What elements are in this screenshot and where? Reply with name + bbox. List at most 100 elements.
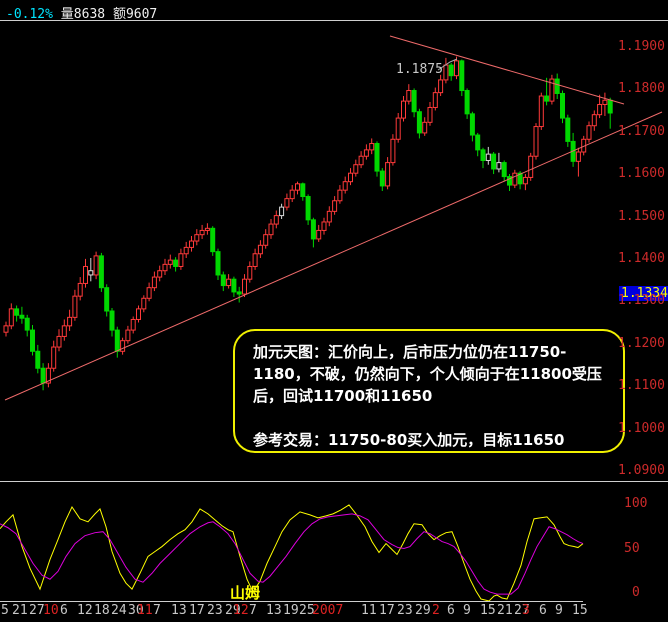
- date-axis-label: 21: [497, 603, 513, 618]
- price-axis-label: 1.1300: [618, 293, 665, 308]
- candle-body: [215, 251, 221, 276]
- candle-body: [501, 162, 507, 178]
- candle-body: [83, 265, 88, 284]
- oscillator-zero-line: [0, 601, 583, 602]
- candle-body: [591, 114, 597, 127]
- candle-body: [544, 95, 550, 102]
- candle-body: [310, 219, 316, 240]
- price-axis-label: 1.1400: [618, 251, 665, 266]
- candle-body: [194, 234, 200, 242]
- candle-body: [565, 117, 571, 142]
- candle-body: [321, 221, 327, 231]
- candle-body: [136, 308, 141, 320]
- date-axis-label: 13: [266, 603, 282, 618]
- candle-body: [316, 229, 322, 240]
- date-axis-label: 12: [233, 603, 249, 618]
- candle-body: [363, 149, 369, 157]
- candle-body: [183, 246, 189, 255]
- candle-body: [226, 278, 232, 287]
- candle-body: [199, 229, 205, 236]
- candle-body: [56, 335, 62, 348]
- candle-body: [24, 317, 30, 331]
- candle-body: [273, 215, 279, 225]
- date-axis-label: 15: [480, 603, 496, 618]
- candle-body: [406, 90, 412, 102]
- date-axis-label: 7: [153, 603, 161, 618]
- candle-body: [98, 255, 104, 289]
- candle-body: [77, 282, 83, 297]
- date-axis-label: 11: [137, 603, 153, 618]
- date-axis-label: 6: [539, 603, 547, 618]
- peak-pointer-line: [437, 58, 458, 71]
- candle-body: [390, 138, 396, 164]
- candle-body: [332, 200, 338, 212]
- candle-body: [8, 308, 14, 327]
- candle-body: [358, 155, 364, 166]
- date-axis-label: 23: [397, 603, 413, 618]
- date-axis-label: 29: [225, 603, 241, 618]
- candle-body: [289, 189, 295, 200]
- candle-body: [263, 234, 269, 246]
- date-axis-label: 21: [12, 603, 28, 618]
- candle-body: [14, 308, 20, 316]
- date-axis-label: 3: [522, 603, 530, 618]
- candle-body: [178, 253, 184, 267]
- candle-body: [173, 259, 179, 267]
- candle-body: [151, 276, 157, 289]
- oscillator-d-line: [0, 513, 584, 595]
- candle-body: [141, 297, 147, 310]
- oscillator-axis-label: 50: [624, 541, 640, 556]
- candle-body: [522, 176, 528, 185]
- candle-body: [120, 340, 126, 352]
- candle-body: [385, 162, 391, 187]
- candle-body: [109, 310, 115, 331]
- candle-body: [220, 274, 226, 287]
- date-axis-label: 11: [361, 603, 377, 618]
- candle-body: [242, 278, 247, 295]
- date-axis-label: 29: [415, 603, 431, 618]
- analysis-annotation-box[interactable]: 加元天图：汇价向上，后市压力位仍在11750- 1180，不破，仍然向下，个人倾…: [233, 329, 625, 453]
- candle-body: [528, 155, 534, 178]
- candle-body: [517, 172, 523, 185]
- price-axis-label: 1.1000: [618, 421, 665, 436]
- candle-body: [268, 223, 274, 236]
- candle-body: [279, 206, 285, 217]
- falling-resistance: [389, 35, 625, 105]
- candle-body: [538, 95, 544, 128]
- candle-body: [45, 367, 51, 384]
- candle-body: [374, 143, 380, 172]
- candle-body: [67, 316, 73, 327]
- candle-body: [459, 60, 465, 92]
- candle-body: [295, 183, 300, 191]
- candle-body: [379, 170, 385, 187]
- date-axis-label: 10: [43, 603, 59, 618]
- candle-body: [395, 117, 401, 140]
- date-axis-label: 9: [463, 603, 471, 618]
- candle-body: [231, 278, 237, 293]
- candle-body: [167, 259, 173, 265]
- candle-body: [125, 329, 131, 342]
- candle-body: [560, 92, 565, 119]
- annotation-line: 后，回试11700和11650: [253, 387, 433, 405]
- candle-body: [204, 227, 210, 231]
- candle-body: [210, 227, 216, 253]
- date-axis-label: 2: [432, 603, 440, 618]
- price-axis-label: 1.1600: [618, 166, 665, 181]
- candle-body: [369, 143, 375, 151]
- candle-body: [257, 244, 263, 255]
- candle-body: [554, 78, 560, 94]
- date-axis-label: 17: [189, 603, 205, 618]
- price-axis-label: 1.1200: [618, 336, 665, 351]
- candle-body: [337, 189, 343, 202]
- date-axis-label: 7: [249, 603, 257, 618]
- candle-body: [575, 151, 581, 162]
- candle-body: [491, 153, 497, 170]
- quote-header: -0.12% 量8638 额9607: [6, 3, 157, 22]
- date-axis-label: 5: [1, 603, 9, 618]
- candle-body: [602, 99, 608, 106]
- candle-body: [3, 325, 9, 333]
- candle-body: [247, 265, 253, 280]
- candle-body: [507, 176, 512, 186]
